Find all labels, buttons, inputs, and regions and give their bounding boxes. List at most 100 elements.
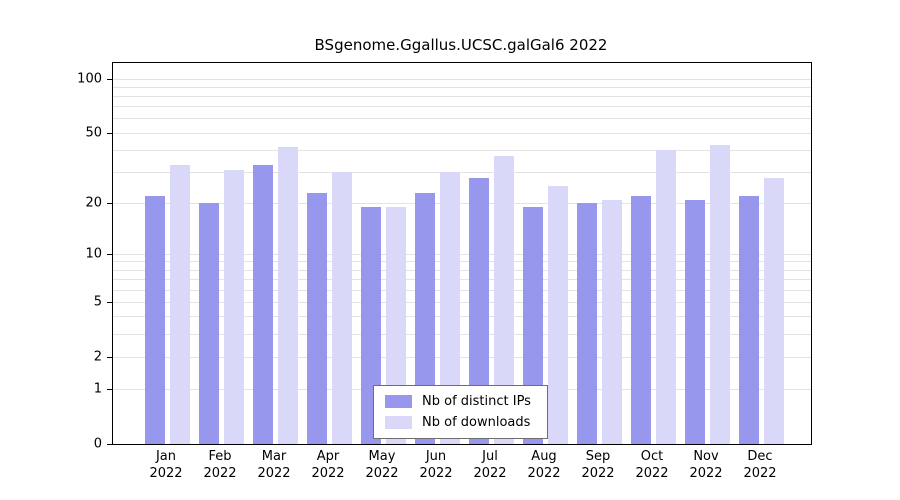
grid-line (113, 95, 811, 97)
grid-line (113, 279, 811, 281)
plot-area: Nb of distinct IPs Nb of downloads 0 1 2 5 1… (77, 62, 812, 452)
legend-swatch-downloads (385, 416, 412, 429)
bar-downloads (547, 186, 568, 444)
x-axis-label: Dec 2022 (730, 448, 790, 482)
bar-distinct-ips (414, 192, 435, 444)
x-axis-label: Aug 2022 (514, 448, 574, 482)
x-axis-label-month: Jun (425, 449, 447, 464)
x-axis-label-year: 2022 (203, 466, 237, 481)
y-axis-label: 0 (93, 436, 102, 452)
y-axis-tick (107, 443, 113, 445)
x-axis-label-year: 2022 (689, 466, 723, 481)
x-axis-label: Sep 2022 (568, 448, 628, 482)
x-axis-label-year: 2022 (743, 466, 777, 481)
x-axis-label: Nov 2022 (676, 448, 736, 482)
grid-line (113, 149, 811, 151)
bar-distinct-ips (144, 196, 165, 444)
grid-line (113, 261, 811, 263)
x-axis-label-year: 2022 (473, 466, 507, 481)
legend-swatch-distinct-ips (385, 395, 412, 408)
x-axis-label-month: Oct (640, 449, 664, 464)
bar-downloads (493, 156, 514, 444)
x-axis-label-month: Apr (316, 449, 340, 464)
grid-line (113, 253, 811, 255)
bar-downloads (601, 199, 622, 444)
bar-distinct-ips (522, 207, 543, 444)
x-axis-label-year: 2022 (311, 466, 345, 481)
x-axis-label-year: 2022 (527, 466, 561, 481)
x-axis-label-month: Feb (208, 449, 232, 464)
bar-distinct-ips (252, 165, 273, 444)
legend-label-distinct-ips: Nb of distinct IPs (422, 394, 531, 409)
grid-line (113, 171, 811, 173)
x-axis-label-month: Dec (747, 449, 773, 464)
bar-downloads (169, 165, 190, 444)
x-axis-label: May 2022 (352, 448, 412, 482)
y-axis-tick (107, 253, 113, 255)
bar-distinct-ips (198, 203, 219, 444)
x-axis-label-year: 2022 (257, 466, 291, 481)
bar-downloads (709, 144, 730, 444)
grid-line (113, 118, 811, 120)
legend-item-downloads: Nb of downloads (385, 415, 531, 430)
grid-line (113, 356, 811, 358)
x-axis-label: Oct 2022 (622, 448, 682, 482)
grid-line (113, 132, 811, 134)
x-axis-label: Jun 2022 (406, 448, 466, 482)
x-axis-label-month: Nov (693, 449, 719, 464)
x-axis-label-year: 2022 (635, 466, 669, 481)
grid-line (113, 86, 811, 88)
bar-downloads (223, 169, 244, 444)
x-axis-label-year: 2022 (419, 466, 453, 481)
x-axis-label: Mar 2022 (244, 448, 304, 482)
bar-downloads (763, 177, 784, 444)
bar-downloads (385, 207, 406, 444)
grid-line (113, 289, 811, 291)
grid-line (113, 106, 811, 108)
y-axis-label: 5 (93, 294, 102, 310)
x-axis-label: Jan 2022 (136, 448, 196, 482)
y-axis-label: 1 (93, 381, 102, 397)
grid-line (113, 202, 811, 204)
bar-downloads (277, 146, 298, 444)
chart-title: BSgenome.Ggallus.UCSC.galGal6 2022 (314, 36, 608, 54)
x-axis-label-month: Sep (585, 449, 611, 464)
bar-downloads (439, 172, 460, 444)
x-axis-label-month: Mar (261, 449, 287, 464)
y-axis-tick (107, 301, 113, 303)
y-axis-label: 2 (93, 349, 102, 365)
y-axis-tick (107, 78, 113, 80)
legend-item-distinct-ips: Nb of distinct IPs (385, 394, 531, 409)
grid-line (113, 316, 811, 318)
bar-distinct-ips (738, 196, 759, 444)
legend-label-downloads: Nb of downloads (422, 415, 531, 430)
x-axis-label-month: Aug (531, 449, 557, 464)
y-axis-tick (107, 202, 113, 204)
y-axis-label: 50 (85, 125, 102, 141)
x-axis-label-year: 2022 (149, 466, 183, 481)
x-axis-label-month: Jul (482, 449, 498, 464)
x-axis-label: Feb 2022 (190, 448, 250, 482)
x-axis-label-month: May (368, 449, 396, 464)
bar-distinct-ips (630, 196, 651, 444)
x-axis-label: Jul 2022 (460, 448, 520, 482)
bar-distinct-ips (360, 207, 381, 444)
bar-distinct-ips (684, 199, 705, 444)
y-axis-label: 20 (85, 195, 102, 211)
x-axis-label: Apr 2022 (298, 448, 358, 482)
bar-distinct-ips (576, 203, 597, 444)
x-axis-label-year: 2022 (365, 466, 399, 481)
grid-line (113, 333, 811, 335)
grid-line (113, 269, 811, 271)
y-axis-tick (107, 388, 113, 390)
bar-downloads (655, 150, 676, 444)
y-axis-tick (107, 132, 113, 134)
y-axis-tick (107, 356, 113, 358)
bar-downloads (331, 172, 352, 444)
grid-line (113, 301, 811, 303)
bar-distinct-ips (306, 192, 327, 444)
x-axis-label-year: 2022 (581, 466, 615, 481)
y-axis-label: 100 (77, 71, 102, 87)
grid-line (113, 78, 811, 80)
